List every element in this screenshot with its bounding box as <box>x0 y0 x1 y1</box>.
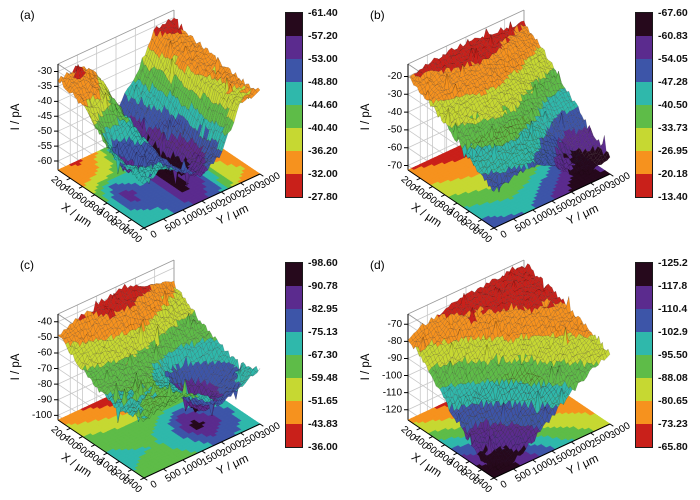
colorbar-band <box>286 286 302 309</box>
colorbar-band <box>636 82 652 105</box>
colorbar-tick-label: -36.00 <box>308 441 338 453</box>
colorbar-tick-label: -90.78 <box>308 280 338 292</box>
colorbar-band <box>636 355 652 378</box>
colorbar-band <box>636 13 652 36</box>
colorbar-tick-label: -67.60 <box>658 7 688 19</box>
colorbar-tick-label: -26.95 <box>658 145 688 157</box>
panel-label-d: (d) <box>370 258 385 272</box>
panel-a: (a) -61.40 -57.20 -53.00 -48.80 -44.60 -40.40… <box>0 0 350 250</box>
colorbar-c: -98.60 -90.78 -82.95 -75.13 -67.30 -59.48 -51.… <box>285 258 347 460</box>
colorbar-tick-label: -53.00 <box>308 53 338 65</box>
colorbar-band <box>286 13 302 36</box>
colorbar-tick-label: -102.9 <box>658 326 688 338</box>
colorbar-band <box>286 59 302 82</box>
colorbar-tick-label: -43.83 <box>308 418 338 430</box>
colorbar-band <box>286 424 302 447</box>
colorbar-tick-label: -67.30 <box>308 349 338 361</box>
colorbar-tick-label: -82.95 <box>308 303 338 315</box>
colorbar-tick-label: -36.20 <box>308 145 338 157</box>
colorbar-tick-label: -80.65 <box>658 395 688 407</box>
colorbar-band <box>286 36 302 59</box>
colorbar-tick-label: -40.50 <box>658 99 688 111</box>
colorbar-band <box>286 105 302 128</box>
colorbar-band <box>636 424 652 447</box>
colorbar-tick-label: -27.80 <box>308 191 338 203</box>
colorbar-tick-label: -13.40 <box>658 191 688 203</box>
colorbar-bands <box>635 12 653 198</box>
colorbar-tick-label: -98.60 <box>308 257 338 269</box>
colorbar-tick-label: -20.18 <box>658 168 688 180</box>
colorbar-bands <box>635 262 653 448</box>
colorbar-band <box>636 59 652 82</box>
colorbar-band <box>636 36 652 59</box>
colorbar-tick-label: -51.65 <box>308 395 338 407</box>
panel-label-a: (a) <box>20 8 35 22</box>
colorbar-tick-label: -95.50 <box>658 349 688 361</box>
colorbar-tick-label: -61.40 <box>308 7 338 19</box>
colorbar-band <box>286 309 302 332</box>
colorbar-tick-label: -44.60 <box>308 99 338 111</box>
colorbar-band <box>286 82 302 105</box>
colorbar-tick-label: -59.48 <box>308 372 338 384</box>
colorbar-band <box>636 332 652 355</box>
colorbar-tick-label: -57.20 <box>308 30 338 42</box>
colorbar-tick-label: -47.28 <box>658 76 688 88</box>
colorbar-band <box>636 263 652 286</box>
colorbar-tick-label: -33.73 <box>658 122 688 134</box>
panel-d: (d) -125.2 -117.8 -110.4 -102.9 -95.50 -88.08… <box>350 250 700 500</box>
colorbar-band <box>286 378 302 401</box>
colorbar-band <box>286 263 302 286</box>
colorbar-tick-label: -125.2 <box>658 257 688 269</box>
colorbar-band <box>286 355 302 378</box>
panel-b: (b) -67.60 -60.83 -54.05 -47.28 -40.50 -33.73… <box>350 0 700 250</box>
colorbar-bands <box>285 12 303 198</box>
panel-c: (c) -98.60 -90.78 -82.95 -75.13 -67.30 -59.48… <box>0 250 350 500</box>
colorbar-a: -61.40 -57.20 -53.00 -48.80 -44.60 -40.40 -36.… <box>285 8 347 210</box>
colorbar-band <box>286 332 302 355</box>
colorbar-tick-label: -48.80 <box>308 76 338 88</box>
colorbar-band <box>636 128 652 151</box>
colorbar-band <box>636 174 652 197</box>
colorbar-band <box>286 401 302 424</box>
colorbar-band <box>636 309 652 332</box>
colorbar-tick-label: -88.08 <box>658 372 688 384</box>
colorbar-band <box>286 128 302 151</box>
colorbar-tick-label: -54.05 <box>658 53 688 65</box>
colorbar-bands <box>285 262 303 448</box>
colorbar-b: -67.60 -60.83 -54.05 -47.28 -40.50 -33.73 -26.… <box>635 8 697 210</box>
colorbar-band <box>636 401 652 424</box>
panel-label-b: (b) <box>370 8 385 22</box>
colorbar-tick-label: -32.00 <box>308 168 338 180</box>
colorbar-band <box>636 151 652 174</box>
colorbar-tick-label: -75.13 <box>308 326 338 338</box>
colorbar-tick-label: -65.80 <box>658 441 688 453</box>
colorbar-tick-label: -117.8 <box>658 280 688 292</box>
colorbar-band <box>636 105 652 128</box>
colorbar-d: -125.2 -117.8 -110.4 -102.9 -95.50 -88.08 -80.… <box>635 258 697 460</box>
panel-label-c: (c) <box>20 258 34 272</box>
colorbar-band <box>636 286 652 309</box>
colorbar-tick-label: -110.4 <box>658 303 688 315</box>
colorbar-tick-label: -73.23 <box>658 418 688 430</box>
colorbar-band <box>286 151 302 174</box>
colorbar-tick-label: -60.83 <box>658 30 688 42</box>
colorbar-band <box>286 174 302 197</box>
colorbar-band <box>636 378 652 401</box>
colorbar-tick-label: -40.40 <box>308 122 338 134</box>
